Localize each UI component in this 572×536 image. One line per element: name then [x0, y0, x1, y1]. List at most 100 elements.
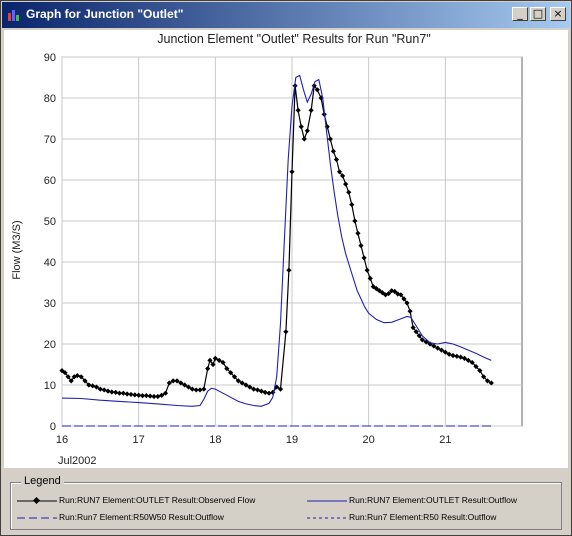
maximize-button[interactable]: □	[530, 7, 546, 21]
data-point-marker	[401, 296, 407, 302]
close-button[interactable]: ×	[550, 7, 566, 21]
data-point-marker	[136, 392, 142, 398]
data-point-marker	[308, 107, 314, 113]
y-tick-label: 70	[44, 134, 56, 146]
data-point-marker	[210, 361, 216, 368]
data-point-marker	[336, 169, 343, 175]
data-point-marker	[404, 300, 410, 306]
data-point-marker	[481, 374, 487, 380]
data-point-marker	[243, 382, 249, 388]
data-point-marker	[340, 173, 346, 179]
data-point-marker	[277, 386, 284, 392]
x-tick-label: 20	[363, 434, 375, 446]
bar-chart-app-icon	[8, 10, 19, 21]
data-point-marker	[82, 378, 88, 384]
data-point-marker	[373, 286, 379, 292]
data-point-marker	[398, 292, 404, 298]
data-point-marker	[109, 389, 115, 395]
data-point-marker	[410, 325, 416, 331]
data-point-marker	[473, 363, 479, 370]
data-point-marker	[327, 136, 333, 142]
data-point-marker	[262, 389, 268, 395]
data-point-marker	[442, 349, 448, 355]
data-point-marker	[446, 351, 452, 357]
data-point-marker	[458, 354, 464, 360]
data-point-marker	[395, 291, 401, 297]
data-point-marker	[343, 181, 349, 187]
data-point-marker	[216, 357, 222, 363]
chart-title: Junction Element "Outlet" Results for Ru…	[157, 32, 430, 46]
legend-label: Run:RUN7 Element:OUTLET Result:Outflow	[349, 495, 518, 505]
data-point-marker	[301, 136, 307, 142]
data-point-marker	[454, 353, 460, 359]
data-point-marker	[235, 378, 241, 384]
data-point-marker	[318, 95, 324, 101]
data-point-marker	[413, 329, 419, 335]
legend-swatch-long-dash	[17, 517, 57, 519]
data-point-marker	[220, 359, 226, 366]
y-tick-label: 20	[44, 339, 56, 351]
x-tick-label: 17	[133, 434, 145, 446]
data-point-marker	[170, 378, 176, 384]
data-point-marker	[207, 357, 213, 363]
data-point-marker	[147, 393, 153, 399]
data-point-marker	[298, 124, 304, 130]
data-point-marker	[355, 230, 361, 236]
data-point-marker	[128, 391, 134, 398]
data-point-marker	[197, 387, 203, 393]
data-point-marker	[231, 374, 238, 380]
data-point-marker	[484, 378, 491, 384]
plot-area: Junction Element "Outlet" Results for Ru…	[4, 30, 568, 468]
data-point-marker	[224, 366, 230, 372]
data-point-marker	[212, 355, 218, 361]
close-icon: ×	[553, 7, 563, 20]
data-point-marker	[435, 345, 441, 351]
legend-item-r50w50-outflow: Run:Run7 Element:R50W50 Result:Outflow	[17, 512, 277, 524]
y-tick-label: 0	[50, 421, 56, 433]
legend-title: Legend	[21, 475, 64, 487]
data-point-marker	[258, 388, 264, 394]
data-point-marker	[407, 308, 413, 314]
data-point-marker	[488, 380, 494, 386]
data-point-marker	[132, 392, 138, 398]
data-point-marker	[389, 288, 395, 294]
data-point-marker	[358, 243, 364, 249]
data-point-marker	[93, 384, 100, 390]
y-tick-label: 80	[44, 93, 56, 105]
minimize-button[interactable]: _	[512, 7, 528, 21]
y-tick-label: 90	[44, 52, 56, 64]
data-point-marker	[349, 202, 355, 208]
data-point-marker	[68, 378, 74, 384]
legend-swatch-solid	[307, 500, 347, 502]
y-axis-label: Flow (M3/S)	[11, 220, 23, 279]
legend-item-observed-flow: Run:RUN7 Element:OUTLET Result:Observed …	[17, 495, 277, 507]
x-tick-label: 21	[439, 434, 451, 446]
data-point-marker	[205, 366, 211, 372]
data-point-marker	[155, 393, 161, 400]
data-point-marker	[185, 384, 192, 390]
data-point-marker	[247, 384, 253, 390]
data-point-marker	[477, 368, 483, 374]
data-point-marker	[90, 383, 96, 389]
data-point-marker	[174, 378, 180, 384]
data-point-marker	[143, 393, 149, 399]
data-point-marker	[239, 380, 245, 386]
data-point-marker	[159, 392, 165, 398]
data-point-marker	[151, 393, 157, 400]
data-point-marker	[431, 343, 437, 349]
y-tick-label: 60	[44, 175, 56, 187]
legend-item-outlet-outflow: Run:RUN7 Element:OUTLET Result:Outflow	[307, 495, 557, 507]
title-bar[interactable]: Graph for Junction "Outlet" _ □ ×	[2, 2, 570, 28]
data-point-marker	[461, 355, 468, 361]
data-point-marker	[376, 288, 382, 294]
legend-label: Run:Run7 Element:R50 Result:Outflow	[349, 512, 497, 522]
data-point-marker	[254, 387, 261, 393]
x-tick-label: 16	[56, 434, 68, 446]
data-point-marker	[386, 290, 392, 297]
data-point-marker	[178, 380, 184, 386]
data-point-marker	[283, 329, 289, 335]
data-point-marker	[423, 339, 429, 345]
data-point-marker	[97, 386, 103, 392]
x-tick-label: 18	[209, 434, 221, 446]
